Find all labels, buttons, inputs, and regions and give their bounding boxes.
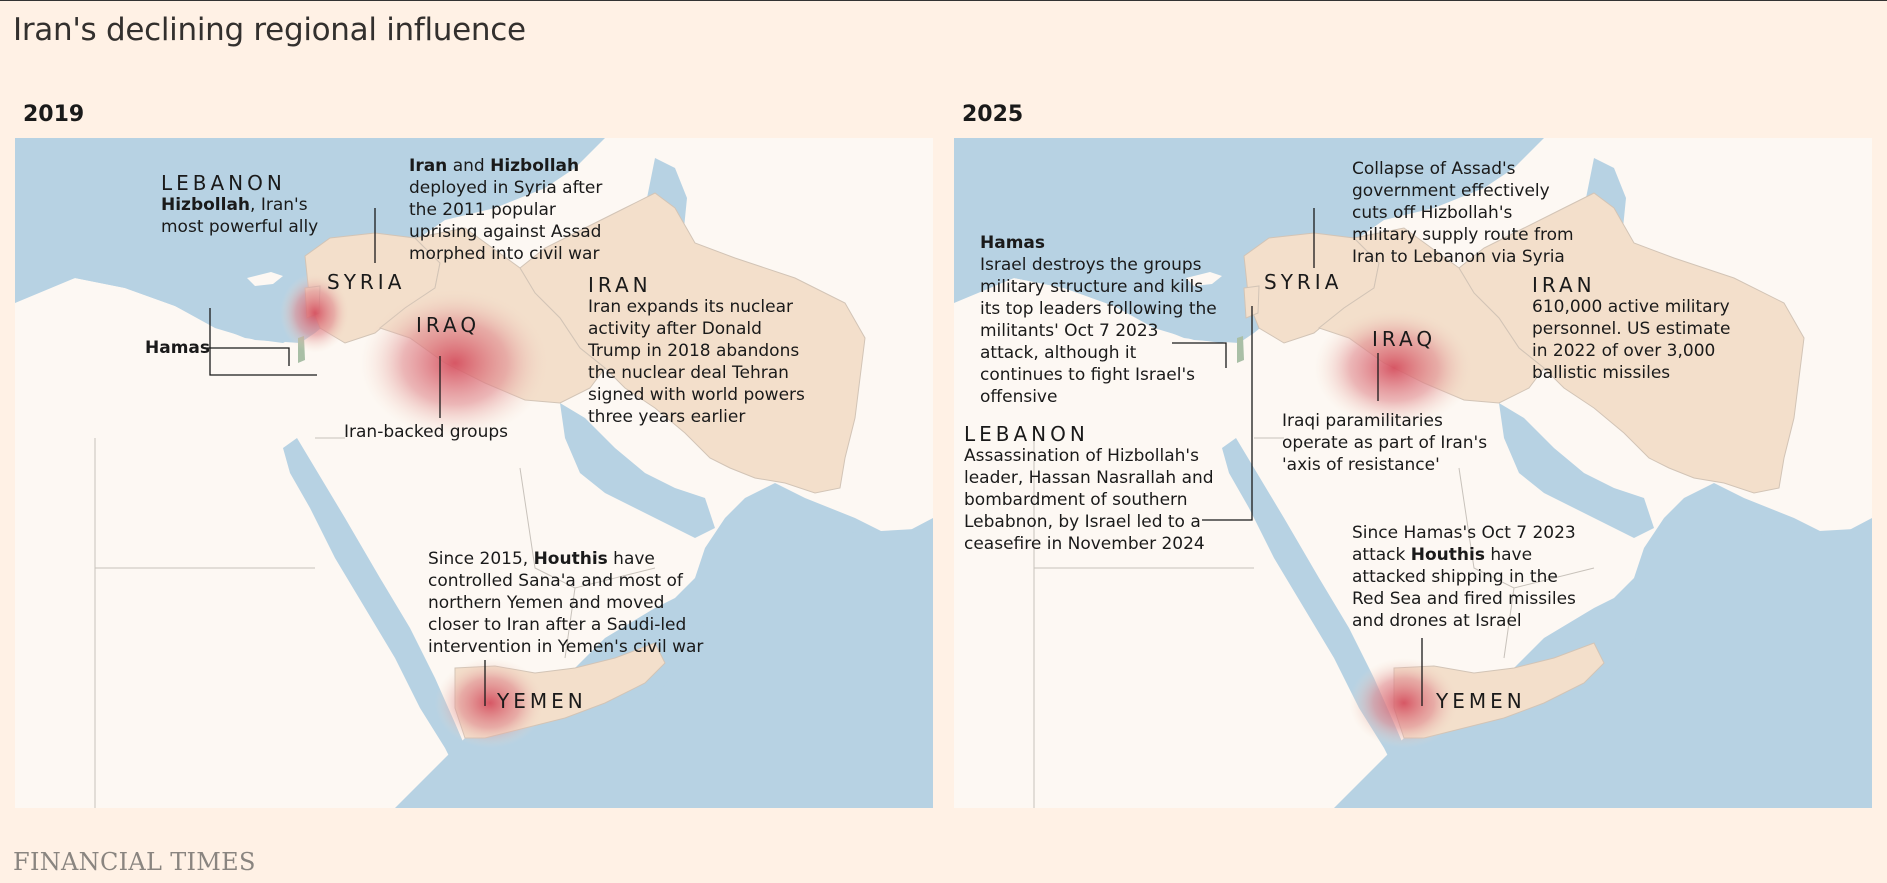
label-yemen: YEMEN [1436,689,1526,713]
country-iran [1458,192,1805,494]
note-syria-3: cuts off Hizbollah's [1352,203,1513,223]
sea-persian-gulf [560,403,715,538]
note-iran-6: three years earlier [588,407,746,427]
note-yemen-5: and drones at Israel [1352,611,1522,631]
label-syria: SYRIA [1264,270,1343,294]
label-iran: IRAN [1532,273,1596,297]
sea-red [283,438,470,778]
panel-year-2025: 2025 [962,102,1024,127]
map-2025-svg [954,138,1872,808]
note-syria-1: Iran and Hizbollah [409,156,580,176]
note-yemen-3: northern Yemen and moved [428,593,665,613]
page-title: Iran's declining regional influence [13,12,526,48]
leader-lebanon [1202,306,1253,521]
note-hamas-7: offensive [980,387,1058,407]
label-iran: IRAN [588,273,652,297]
note-hamas-5: attack, although it [980,343,1137,363]
influence-lebanon-syria [280,273,350,353]
note-lebanon-5: ceasefire in November 2024 [964,534,1205,554]
note-syria-5: Iran to Lebanon via Syria [1352,247,1565,267]
note-iran-2: personnel. US estimate [1532,319,1731,339]
island-cyprus [1186,272,1222,286]
borders [94,437,656,808]
note-iraq-2: operate as part of Iran's [1282,433,1488,453]
note-syria-1: Collapse of Assad's [1352,159,1516,179]
note-lebanon: Hizbollah, Iran's [161,195,308,215]
sea-arabian [495,528,933,808]
note-yemen-1: Since Hamas's Oct 7 2023 [1352,523,1576,543]
sea-arabian [1434,528,1872,808]
note-yemen-5: intervention in Yemen's civil war [428,637,704,657]
note-iraq-3: 'axis of resistance' [1282,455,1440,475]
island-cyprus [247,272,283,286]
note-yemen-2: attack Houthis have [1352,545,1533,565]
note-hamas-4: militants' Oct 7 2023 [980,321,1159,341]
gaza-marker [1237,336,1244,363]
note-yemen-4: closer to Iran after a Saudi-led [428,615,687,635]
note-hamas-3: its top leaders following the [980,299,1217,319]
sea-mediterranean [15,168,307,343]
leader-hamas [207,347,290,366]
note-hamas-1: Israel destroys the groups [980,255,1202,275]
note-syria-5: morphed into civil war [409,244,600,264]
label-yemen: YEMEN [497,689,587,713]
note-yemen-4: Red Sea and fired missiles [1352,589,1576,609]
note-lebanon-3: bombardment of southern [964,490,1188,510]
influence-iraq [360,288,550,438]
note-yemen-3: attacked shipping in the [1352,567,1558,587]
sea-persian-gulf [1499,403,1654,538]
note-iran-2: activity after Donald [588,319,762,339]
label-syria: SYRIA [327,270,406,294]
note-lebanon-4: Lebabnon, by Israel led to a [964,512,1201,532]
note-iran-4: the nuclear deal Tehran [588,363,789,383]
label-lebanon: LEBANON [161,171,286,195]
note-syria-4: uprising against Assad [409,222,602,242]
sea-black [1284,138,1474,168]
note-hamas-6: continues to fight Israel's [980,365,1195,385]
note-syria-4: military supply route from [1352,225,1574,245]
note-iran-3: in 2022 of over 3,000 [1532,341,1716,361]
note-hamas: Hamas [145,338,211,358]
top-rule [0,0,1887,1]
map-2019: LEBANON Hizbollah, Iran's most powerful … [15,138,933,808]
note-hamas-title: Hamas [980,233,1046,253]
sea-mediterranean [954,168,1246,343]
note-lebanon-2: leader, Hassan Nasrallah and [964,468,1214,488]
leader-lebanon [209,308,317,376]
leader-hamas [1172,342,1227,368]
note-yemen-2: controlled Sana'a and most of [428,571,683,591]
sea-black [345,138,535,168]
note-hamas-2: military structure and kills [980,277,1204,297]
note-iran-1: Iran expands its nuclear [588,297,793,317]
note-yemen-1: Since 2015, Houthis have [428,549,655,569]
country-iran [519,192,866,494]
note-syria-3: the 2011 popular [409,200,556,220]
label-iraq: IRAQ [1372,327,1437,351]
note-syria-2: deployed in Syria after [409,178,603,198]
panel-year-2019: 2019 [23,102,85,127]
influence-yemen [435,658,545,748]
label-iraq: IRAQ [416,313,481,337]
map-2019-svg [15,138,933,808]
map-2025: Collapse of Assad's government effective… [954,138,1872,808]
note-iraq: Iran-backed groups [344,422,509,442]
influence-iraq [1314,308,1474,428]
source-brand: FINANCIAL TIMES [13,848,256,876]
country-lebanon [1243,285,1260,319]
note-iran-1: 610,000 active military [1532,297,1730,317]
note-iran-3: Trump in 2018 abandons [588,341,800,361]
note-iran-4: ballistic missiles [1532,363,1671,383]
influence-yemen [1349,658,1459,748]
note-syria-2: government effectively [1352,181,1550,201]
borders [1033,437,1595,808]
note-iraq-1: Iraqi paramilitaries [1282,411,1443,431]
note-lebanon-1: Assassination of Hizbollah's [964,446,1199,466]
note-lebanon-2: most powerful ally [161,217,319,237]
label-lebanon: LEBANON [964,422,1089,446]
note-iran-5: signed with world powers [588,385,805,405]
